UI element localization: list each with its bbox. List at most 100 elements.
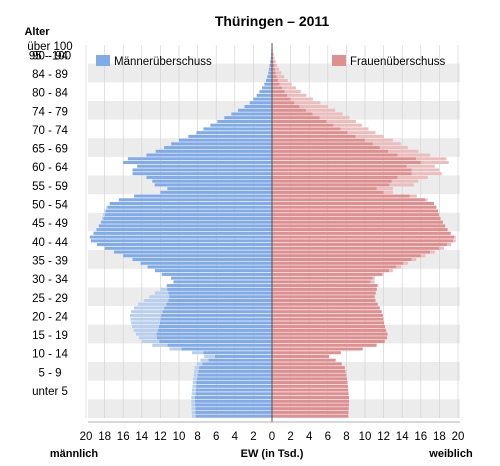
female-bar bbox=[272, 243, 448, 247]
female-bar bbox=[272, 332, 388, 336]
male-surplus-bar bbox=[103, 213, 106, 217]
x-tick-labels: 20 18 16 14 12 10 8 6 4 2 0 2 4 6 8 10 12 14 16 18 20 bbox=[80, 431, 465, 443]
female-bar bbox=[272, 362, 342, 366]
female-surplus-bar bbox=[274, 64, 278, 68]
female-surplus-bar bbox=[376, 187, 393, 191]
female-bar bbox=[272, 228, 448, 232]
female-bar bbox=[272, 403, 349, 407]
female-bar bbox=[272, 105, 300, 109]
female-bar bbox=[272, 414, 349, 418]
female-bar bbox=[272, 358, 336, 362]
female-surplus-bar bbox=[290, 97, 313, 101]
male-bar bbox=[208, 358, 272, 362]
male-surplus-bar bbox=[133, 306, 165, 310]
male-bar bbox=[152, 179, 272, 183]
female-bar bbox=[272, 78, 278, 82]
y-tick-label: 65 - 69 bbox=[32, 144, 68, 156]
female-surplus-bar bbox=[430, 250, 435, 254]
male-bar bbox=[167, 187, 272, 191]
male-bar bbox=[156, 332, 272, 336]
female-bar bbox=[272, 392, 349, 396]
female-bar bbox=[272, 399, 350, 403]
male-bar bbox=[90, 239, 272, 243]
x-tick-label: 12 bbox=[377, 431, 390, 443]
y-tick-label: 5 - 9 bbox=[38, 367, 61, 379]
female-bar bbox=[272, 175, 398, 179]
male-surplus-bar bbox=[152, 343, 168, 347]
female-bar bbox=[272, 313, 383, 317]
male-bar bbox=[194, 399, 272, 403]
female-bar bbox=[272, 93, 288, 97]
female-surplus-bar bbox=[453, 239, 456, 243]
male-bar bbox=[188, 134, 272, 138]
male-surplus-bar bbox=[192, 388, 196, 392]
male-surplus-bar bbox=[191, 399, 195, 403]
male-bar bbox=[164, 146, 272, 150]
x-tick-label: 6 bbox=[325, 431, 331, 443]
female-bar bbox=[272, 280, 371, 284]
female-bar bbox=[272, 310, 382, 314]
male-surplus-bar bbox=[132, 325, 160, 329]
male-bar bbox=[195, 410, 272, 414]
female-surplus-bar bbox=[382, 272, 384, 276]
female-bar bbox=[272, 224, 446, 228]
male-bar bbox=[268, 71, 272, 75]
female-bar bbox=[272, 153, 398, 157]
male-bar bbox=[231, 112, 272, 116]
female-bar bbox=[272, 164, 407, 168]
male-bar bbox=[96, 243, 273, 247]
female-bar bbox=[272, 351, 341, 355]
male-bar bbox=[256, 93, 272, 97]
female-bar bbox=[272, 183, 390, 187]
male-bar bbox=[98, 224, 272, 228]
female-bar bbox=[272, 410, 349, 414]
female-bar bbox=[272, 261, 404, 265]
female-surplus-bar bbox=[389, 183, 414, 187]
legend-male-swatch bbox=[96, 55, 110, 66]
male-bar bbox=[202, 362, 272, 366]
female-surplus-bar bbox=[411, 257, 417, 261]
male-bar bbox=[89, 235, 272, 239]
female-bar bbox=[272, 276, 373, 280]
female-bar bbox=[272, 75, 277, 79]
female-bar bbox=[272, 328, 387, 332]
female-bar bbox=[272, 347, 363, 351]
y-tick-label: 25 - 29 bbox=[32, 293, 68, 305]
male-surplus-bar bbox=[191, 392, 196, 396]
female-bar bbox=[272, 269, 390, 273]
male-surplus-bar bbox=[191, 410, 196, 414]
y-tick-label: 70 - 74 bbox=[32, 125, 68, 137]
female-surplus-bar bbox=[273, 60, 276, 64]
y-tick-label: unter 5 bbox=[32, 386, 68, 398]
male-bar bbox=[269, 64, 272, 68]
female-bar bbox=[272, 67, 276, 71]
male-bar bbox=[259, 90, 272, 94]
x-tick-label: 20 bbox=[452, 431, 465, 443]
legend-male-label: Männerüberschuss bbox=[114, 56, 212, 68]
male-bar bbox=[127, 157, 272, 161]
female-surplus-bar bbox=[281, 86, 296, 90]
female-surplus-bar bbox=[388, 149, 419, 153]
male-surplus-bar bbox=[193, 377, 198, 381]
female-surplus-bar bbox=[305, 108, 336, 112]
female-bar bbox=[272, 246, 440, 250]
male-surplus-bar bbox=[194, 369, 199, 373]
male-bar bbox=[267, 75, 272, 79]
x-tick-label: 4 bbox=[306, 431, 313, 443]
male-bar bbox=[132, 168, 272, 172]
female-bar bbox=[272, 142, 373, 146]
legend-female-swatch bbox=[332, 55, 346, 66]
y-tick-label: 20 - 24 bbox=[32, 311, 68, 323]
y-tick-label: 95 - 100 bbox=[29, 50, 71, 62]
y-tick-label: 15 - 19 bbox=[32, 330, 68, 342]
male-surplus-bar bbox=[106, 205, 108, 209]
chart-title: Thüringen – 2011 bbox=[215, 13, 330, 29]
female-surplus-bar bbox=[287, 93, 307, 97]
female-bar bbox=[272, 373, 347, 377]
female-bar bbox=[272, 101, 295, 105]
male-surplus-bar bbox=[196, 362, 203, 366]
female-bar bbox=[272, 64, 275, 68]
female-bar bbox=[272, 381, 348, 385]
male-bar bbox=[146, 175, 272, 179]
